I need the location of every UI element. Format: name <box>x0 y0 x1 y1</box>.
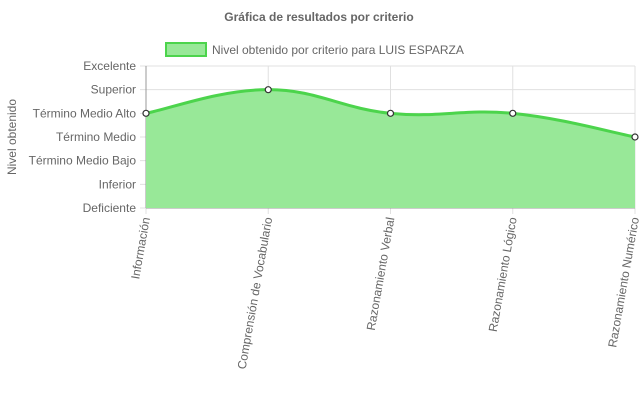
series-area-fill <box>146 89 635 208</box>
data-points[interactable] <box>142 86 639 141</box>
y-tick-label: Excelente <box>83 59 136 73</box>
data-point[interactable] <box>631 133 639 141</box>
data-point[interactable] <box>264 86 272 94</box>
legend[interactable]: Nivel obtenido por criterio para LUIS ES… <box>165 42 464 57</box>
chart-title: Gráfica de resultados por criterio <box>224 10 413 24</box>
x-axis-ticks: Información Comprensión de Vocabulario Raz… <box>128 216 639 371</box>
y-tick-label: Término Medio <box>56 130 136 144</box>
y-axis-title: Nivel obtenido <box>5 99 19 175</box>
y-tick-label: Término Medio Bajo <box>29 154 137 168</box>
y-tick-label: Inferior <box>99 177 136 191</box>
x-tick-label: Información <box>128 216 153 280</box>
y-tick-label: Término Medio Alto <box>33 106 137 120</box>
y-axis-ticks: Deficiente Inferior Término Medio Bajo Térm… <box>29 59 137 215</box>
legend-swatch <box>165 42 207 57</box>
data-point[interactable] <box>509 109 517 117</box>
x-tick-label: Razonamiento Numérico <box>605 216 639 349</box>
x-tick-label: Razonamiento Lógico <box>486 216 520 333</box>
y-tick-label: Superior <box>91 83 136 97</box>
data-point[interactable] <box>386 109 395 117</box>
x-tick-label: Razonamiento Verbal <box>364 216 398 331</box>
x-tick-label: Comprensión de Vocabulario <box>235 216 276 371</box>
data-point[interactable] <box>142 109 150 117</box>
y-tick-label: Deficiente <box>83 201 137 215</box>
legend-label: Nivel obtenido por criterio para LUIS ES… <box>212 43 464 57</box>
